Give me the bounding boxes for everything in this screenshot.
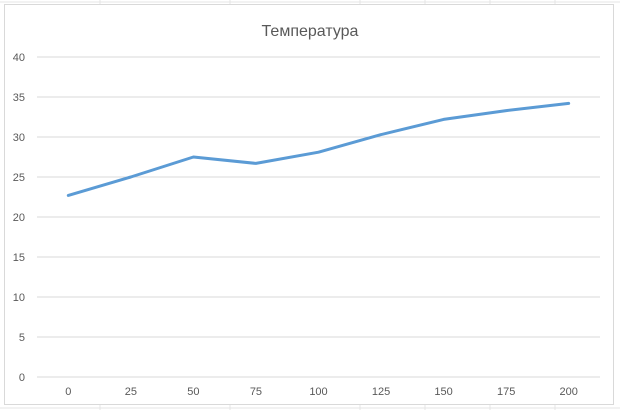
x-tick-label: 150 [434,386,452,398]
data-point[interactable] [377,131,385,139]
data-point[interactable] [252,159,260,167]
x-tick-label: 75 [250,386,262,398]
x-tick-label: 100 [309,386,327,398]
x-tick-label: 0 [65,386,71,398]
x-tick-label: 50 [187,386,199,398]
data-point[interactable] [440,115,448,123]
y-tick-label: 10 [13,292,25,304]
y-tick-label: 30 [13,132,25,144]
y-tick-label: 20 [13,212,25,224]
y-tick-label: 0 [19,372,25,384]
data-point[interactable] [565,99,573,107]
series-line[interactable] [66,101,571,197]
x-axis-tick-labels: 0 25 50 75 100 125 150 175 200 [65,386,578,398]
data-point[interactable] [127,173,135,181]
y-tick-label: 40 [13,52,25,64]
data-point[interactable] [315,148,323,156]
y-axis-tick-labels: 0 5 10 15 20 25 30 35 40 [13,52,25,384]
x-tick-label: 200 [560,386,578,398]
data-point[interactable] [502,107,510,115]
y-tick-label: 5 [19,332,25,344]
y-tick-label: 25 [13,172,25,184]
data-point[interactable] [64,191,72,199]
plot-series [64,99,573,199]
chart-area[interactable] [4,4,614,405]
x-tick-label: 125 [372,386,390,398]
y-tick-label: 35 [13,92,25,104]
data-point[interactable] [189,153,197,161]
chart-title: Температура [262,23,359,40]
x-tick-label: 25 [125,386,137,398]
y-tick-label: 15 [13,252,25,264]
gridlines [37,56,600,378]
x-tick-label: 175 [497,386,515,398]
